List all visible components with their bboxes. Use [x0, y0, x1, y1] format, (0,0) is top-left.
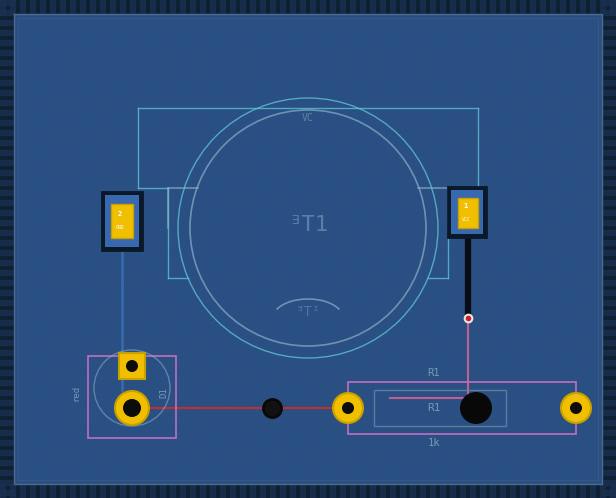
Text: ᴲT1: ᴲT1 [288, 215, 328, 235]
Text: VC: VC [302, 113, 314, 123]
Bar [448, 187, 486, 237]
Text: 1: 1 [464, 203, 468, 209]
Bar [102, 192, 142, 250]
Circle shape [460, 392, 492, 424]
Text: GND: GND [116, 225, 124, 230]
Bar [451, 190, 483, 234]
Text: R1: R1 [428, 403, 441, 413]
Text: R1: R1 [428, 368, 440, 378]
Circle shape [123, 399, 141, 417]
Circle shape [342, 402, 354, 414]
Text: 1k: 1k [428, 438, 440, 448]
Bar [88, 356, 176, 438]
Text: VCC: VCC [461, 217, 470, 222]
Bar [111, 204, 133, 238]
Text: ᴲTᴵ: ᴲTᴵ [296, 305, 320, 319]
Circle shape [115, 391, 149, 425]
Text: 2: 2 [118, 211, 122, 217]
Bar [348, 382, 576, 434]
Text: D1: D1 [160, 387, 169, 398]
Bar [458, 198, 478, 228]
Circle shape [333, 393, 363, 423]
Circle shape [126, 360, 138, 372]
Circle shape [570, 402, 582, 414]
Bar [119, 353, 145, 379]
Bar [105, 195, 139, 247]
Bar [374, 390, 506, 426]
Circle shape [561, 393, 591, 423]
Text: red: red [71, 385, 81, 401]
